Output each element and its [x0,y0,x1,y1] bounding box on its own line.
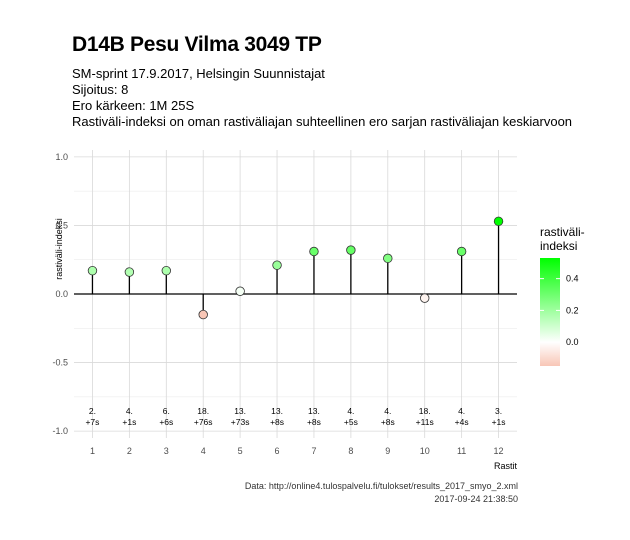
leg-diff-label: +8s [381,417,395,427]
x-tick-label: 9 [385,446,390,456]
legend-title-line: indeksi [540,239,577,253]
y-tick-label: 0.5 [55,220,68,230]
legend-tick-label: 0.4 [566,274,579,284]
data-point [493,216,504,227]
data-point [235,286,245,296]
x-tick-label: 7 [311,446,316,456]
color-legend: rastiväli-indeksi 0.0 0.2 0.4 [540,225,585,366]
x-tick-label: 8 [348,446,353,456]
data-point [346,245,356,255]
y-tick-label: 1.0 [55,152,68,162]
subtitle-event: SM-sprint 17.9.2017, Helsingin Suunnista… [72,66,325,81]
subtitle-placement: Sijoitus: 8 [72,82,129,97]
data-point [124,267,135,277]
leg-rank-label: 13. [234,406,246,416]
data-point [161,265,171,276]
leg-diff-label: +7s [85,417,99,427]
leg-diff-label: +1s [492,417,506,427]
x-tick-label: 10 [420,446,430,456]
data-point [420,293,430,303]
leg-rank-label: 18. [197,406,209,416]
data-point [87,265,98,276]
data-point [383,253,393,264]
leg-diff-label: +73s [231,417,250,427]
chart-marks [87,216,504,320]
leg-diff-label: +11s [416,417,434,427]
leg-labels: 2.+7s4.+1s6.+6s18.+76s13.+73s13.+8s13.+8… [85,406,505,427]
x-tick-label: 11 [457,446,466,456]
leg-diff-label: +76s [194,417,213,427]
y-tick-label: 0.0 [55,289,68,299]
legend-colorbar [540,258,560,366]
x-tick-label: 4 [201,446,206,456]
legend-title-line: rastiväli- [540,225,585,239]
leg-diff-label: +8s [307,417,321,427]
leg-diff-label: +4s [455,417,469,427]
data-source: Data: http://online4.tulospalvelu.fi/tul… [244,481,518,491]
subtitle-description: Rastiväli-indeksi on oman rastiväliajan … [72,114,573,129]
legend-tick-label: 0.0 [566,337,579,347]
leg-diff-label: +5s [344,417,358,427]
leg-rank-label: 6. [163,406,170,416]
x-tick-label: 3 [164,446,169,456]
leg-diff-label: +6s [159,417,173,427]
x-tick-label: 12 [494,446,504,456]
x-tick-label: 1 [90,446,95,456]
leg-rank-label: 4. [126,406,133,416]
data-point [309,246,319,257]
generated-timestamp: 2017-09-24 21:38:50 [434,494,518,504]
x-tick-label: 2 [127,446,132,456]
leg-rank-label: 4. [347,406,354,416]
leg-rank-label: 3. [495,406,502,416]
leg-rank-label: 2. [89,406,96,416]
data-point [198,309,208,320]
y-tick-label: -1.0 [52,426,68,436]
x-tick-label: 6 [275,446,280,456]
data-point [456,246,467,257]
leg-rank-label: 4. [458,406,465,416]
y-tick-label: -0.5 [52,358,68,368]
x-tick-label: 5 [238,446,243,456]
chart-title: D14B Pesu Vilma 3049 TP [72,33,322,56]
leg-diff-label: +1s [122,417,136,427]
chart-axes: -1.0 -0.5 0.5 1.0 0.0 rastiväli-indeksi Rastit… [52,152,517,471]
x-axis-title: Rastit [494,461,518,471]
leg-rank-label: 18. [419,406,431,416]
legend-tick-label: 0.2 [566,305,579,315]
y-axis-title: rastiväli-indeksi [54,218,64,280]
leg-rank-label: 13. [271,406,283,416]
subtitle-gap: Ero kärkeen: 1M 25S [72,98,195,113]
leg-rank-label: 13. [308,406,320,416]
leg-diff-label: +8s [270,417,284,427]
data-point [272,260,282,270]
leg-rank-label: 4. [384,406,391,416]
